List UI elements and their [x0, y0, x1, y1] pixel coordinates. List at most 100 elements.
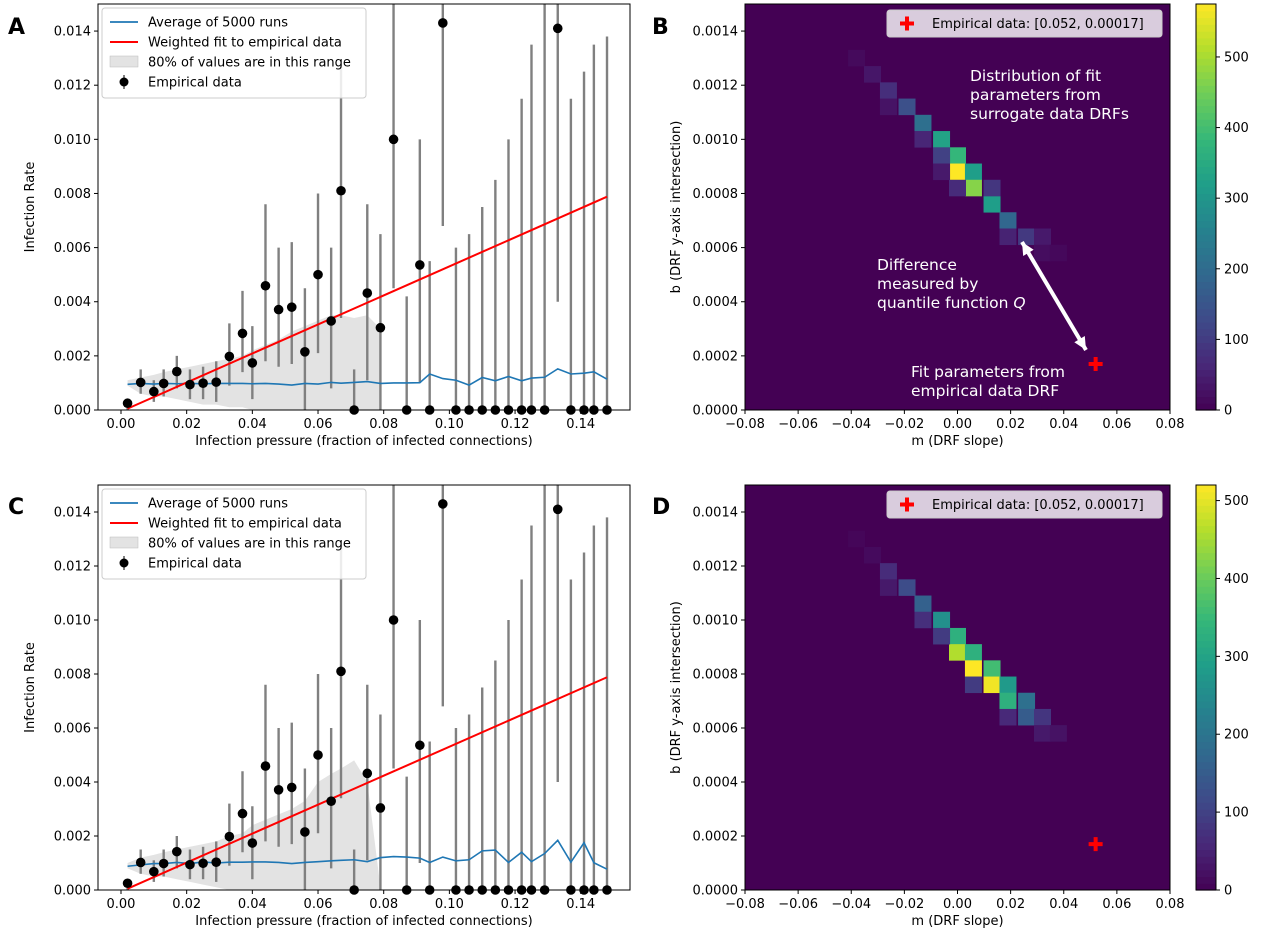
panel-a-frame [97, 3, 631, 411]
panel-a-xlabel: Infection pressure (fraction of infected… [195, 434, 532, 449]
panel-d-colorbar-step [1196, 809, 1216, 817]
panel-d-colorbar-step [1196, 518, 1216, 527]
panel-b-colorbar-step [1196, 288, 1216, 296]
panel-b-xtick-label: 0.00 [943, 417, 972, 432]
panel-d-heatmap-cell [964, 644, 982, 661]
panel-d-colorbar-step [1196, 491, 1216, 500]
panel-b-heatmap-cell [898, 98, 916, 116]
panel-b-ytick-label: 0.0004 [693, 295, 739, 310]
panel-d-heatmap-cell [964, 676, 982, 694]
panel-b-heatmap-cell [1049, 244, 1067, 262]
panel-b-ylabel: b (DRF y-axis intersection) [669, 121, 684, 294]
panel-c-xtick-label: 0.10 [435, 897, 464, 912]
panel-d-colorbar-step [1196, 782, 1216, 790]
panel-d-heatmap-cell [933, 627, 951, 645]
panel-c-xtick-label: 0.12 [501, 897, 530, 912]
panel-c-data-point [224, 831, 235, 842]
panel-c-data-point [286, 782, 297, 793]
panel-b-heatmap-cell [983, 196, 1001, 213]
panel-a-data-point [172, 366, 182, 377]
panel-d-xtick-label: 0.08 [1156, 897, 1185, 912]
panel-b-colorbar-tick-label: 500 [1224, 50, 1249, 65]
panel-d-colorbar-step [1196, 775, 1216, 783]
panel-d-colorbar-step [1196, 768, 1216, 776]
panel-c-data-point [135, 857, 146, 868]
panel-d-colorbar-step [1196, 552, 1216, 560]
panel-d-colorbar: 0 100 200 300 400 500 [1195, 484, 1249, 899]
panel-b-ytick-label: 0.0010 [693, 133, 739, 148]
panel-b-colorbar-step [1196, 91, 1216, 100]
panel-d-heatmap-cell [933, 611, 951, 629]
panel-b-colorbar-tick-label: 100 [1224, 333, 1249, 348]
panel-d-colorbar-step [1196, 633, 1216, 641]
panel-c-data-point [158, 858, 169, 869]
panel-b-colorbar-step [1196, 179, 1216, 188]
panel-d-colorbar-step [1196, 606, 1216, 614]
panel-a-ytick-label: 0.006 [54, 241, 91, 256]
panel-b-heatmap-cell [964, 179, 982, 197]
panel-b-heatmap-cell [933, 131, 951, 148]
panel-b-heatmap-cell [1034, 244, 1051, 262]
panel-c-ytick-label: 0.000 [54, 884, 91, 899]
panel-c-data-point [438, 499, 448, 509]
panel-d-colorbar-step [1196, 485, 1216, 493]
panel-d-colorbar-step [1196, 761, 1216, 770]
panel-d-heatmap-cell [1018, 708, 1036, 726]
panel-b-anno-arrowhead [1022, 242, 1034, 256]
panel-d-empirical-marker [1088, 837, 1103, 852]
panel-b-anno-distribution: Distribution of fit [970, 67, 1101, 85]
panel-b-xtick-label: 0.02 [996, 417, 1025, 432]
panel-c-data-point [375, 803, 386, 813]
panel-b-colorbar-step [1196, 119, 1216, 127]
panel-d-colorbar-step [1196, 748, 1216, 756]
panel-b-legend: Empirical data: [0.052, 0.00017] [886, 9, 1163, 38]
panel-d-colorbar-tick-label: 300 [1224, 650, 1249, 665]
panel-a-legend-band-swatch [109, 55, 139, 68]
panel-b-colorbar-step [1196, 213, 1216, 222]
panel-a-data-point [211, 377, 222, 387]
panel-d-colorbar-step [1196, 626, 1216, 635]
panel-b-anno-q-symbol: Q [1013, 294, 1025, 312]
panel-d-colorbar-step [1196, 734, 1216, 743]
panel-d-colorbar-tick-label: 500 [1224, 494, 1249, 509]
panel-b-heatmap-cell [983, 179, 1001, 197]
panel-b-colorbar-step [1196, 322, 1216, 330]
panel-c-data-point [300, 827, 310, 837]
panel-c-data-point [247, 838, 258, 848]
panel-d-colorbar-step [1196, 728, 1216, 736]
panel-d-colorbar-tick-label: 200 [1224, 728, 1249, 743]
panel-b-heatmap-cell [879, 98, 897, 116]
panel-d-colorbar-step [1196, 653, 1216, 662]
panel-a-legend-box [101, 7, 367, 99]
panel-b-colorbar-step [1196, 152, 1216, 161]
panel-b-colorbar-step [1196, 85, 1216, 93]
panel-b-colorbar-step [1196, 376, 1216, 384]
panel-c-data-point [237, 808, 248, 819]
panel-d-xtick-label: 0.04 [1049, 897, 1078, 912]
panel-b-heatmap-cell [949, 179, 966, 197]
panel-letter-a: A [8, 15, 25, 40]
panel-d-colorbar-step [1196, 829, 1216, 837]
panel-d-colorbar-step [1196, 525, 1216, 533]
panel-a-data-point [313, 269, 323, 280]
panel-b-ytick-label: 0.0014 [693, 25, 739, 40]
panel-b-anno-distribution: surrogate data DRFs [970, 105, 1129, 123]
panel-d-colorbar-step [1196, 498, 1216, 506]
panel-d-ytick-label: 0.0006 [693, 722, 739, 737]
panel-b-colorbar-step [1196, 220, 1216, 228]
panel-c-legend-box [101, 488, 367, 580]
panel-d-ytick-label: 0.0012 [693, 560, 739, 575]
panel-b-ytick-label: 0.0012 [693, 79, 739, 94]
panel-b-heatmap-cell [964, 163, 982, 181]
panel-d-colorbar-step [1196, 714, 1216, 722]
panel-a-data-point [149, 386, 159, 397]
panel-d-legend-marker [900, 497, 914, 512]
panel-b-colorbar-step [1196, 342, 1216, 350]
panel-c-data-point [273, 785, 284, 795]
panel-c-legend-label: Average of 5000 runs [148, 497, 288, 512]
panel-d-ytick-label: 0.0002 [693, 830, 739, 845]
panel-b-anno-difference: measured by [877, 275, 978, 293]
panel-d-colorbar-step [1196, 505, 1216, 513]
panel-d-ytick-label: 0.0010 [693, 614, 739, 629]
panel-b-heatmap-cell [914, 131, 932, 148]
